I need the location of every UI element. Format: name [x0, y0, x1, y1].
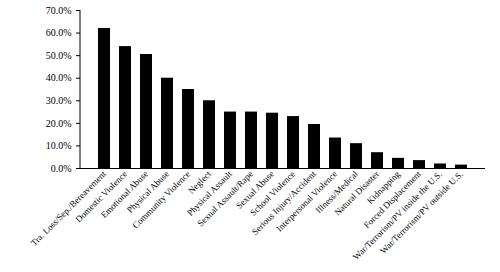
svg-text:40.0%: 40.0%	[46, 72, 72, 83]
svg-text:20.0%: 20.0%	[46, 118, 72, 129]
svg-text:Sexual Assault/Rape: Sexual Assault/Rape	[195, 168, 255, 229]
svg-text:Domestic Violence: Domestic Violence	[73, 168, 129, 225]
svg-text:Neglect: Neglect	[186, 168, 213, 196]
svg-text:Serious Injury/Accident: Serious Injury/Accident	[249, 168, 318, 237]
svg-text:Emotional Abuse: Emotional Abuse	[98, 168, 150, 220]
svg-text:Physical Assault: Physical Assault	[185, 168, 234, 218]
svg-text:Sexual Abuse: Sexual Abuse	[234, 168, 276, 211]
svg-text:60.0%: 60.0%	[46, 27, 72, 38]
svg-text:Illness/Medical: Illness/Medical	[313, 168, 360, 216]
svg-text:Natural Disaster: Natural Disaster	[332, 168, 381, 218]
svg-text:Community Violence: Community Violence	[130, 169, 192, 231]
svg-text:War/Terrorism/PV inside the U.: War/Terrorism/PV inside the U.S.	[351, 169, 444, 262]
svg-text:0.0%: 0.0%	[51, 163, 72, 174]
svg-text:Kidnapping: Kidnapping	[364, 168, 402, 206]
svg-text:School Violence: School Violence	[248, 168, 297, 218]
svg-text:War/Terrorism/PV outside U.S.: War/Terrorism/PV outside U.S.	[378, 169, 465, 256]
svg-text:Forced Displacement: Forced Displacement	[361, 168, 423, 231]
svg-text:10.0%: 10.0%	[46, 140, 72, 151]
svg-text:50.0%: 50.0%	[46, 50, 72, 61]
svg-text:Physical Abuse: Physical Abuse	[124, 168, 171, 215]
svg-text:30.0%: 30.0%	[46, 95, 72, 106]
svg-text:Tra. Loss/Sep./Bereavement: Tra. Loss/Sep./Bereavement	[28, 168, 108, 248]
svg-text:Interpersonal Violence: Interpersonal Violence	[274, 168, 339, 234]
svg-text:70.0%: 70.0%	[46, 5, 72, 16]
